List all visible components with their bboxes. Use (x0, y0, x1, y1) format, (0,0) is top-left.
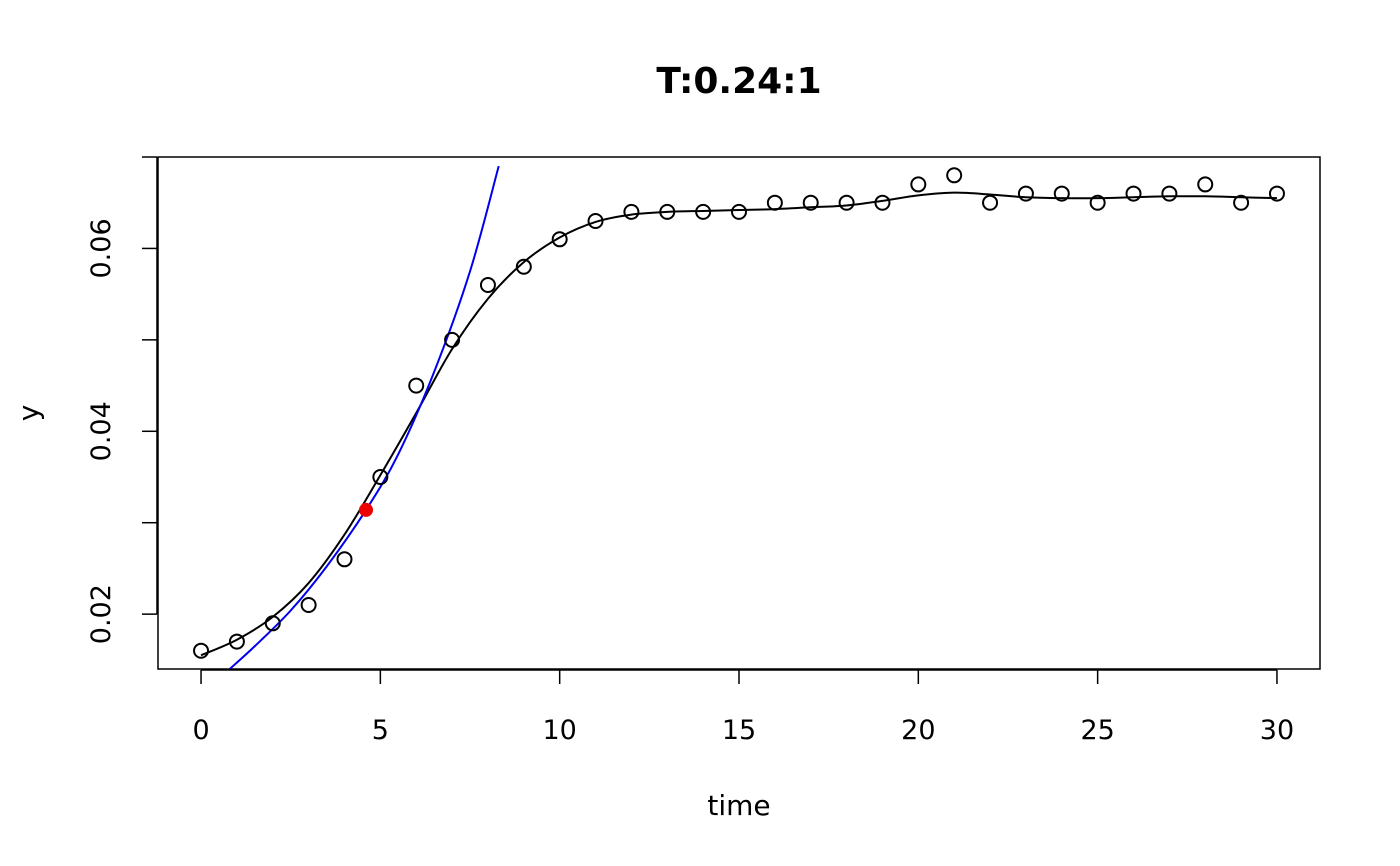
data-point (479, 277, 496, 293)
data-point (982, 194, 999, 211)
data-point (1197, 176, 1214, 193)
data-point (731, 203, 747, 220)
data-point (1125, 185, 1142, 202)
data-point (408, 377, 425, 394)
x-tick-label: 20 (901, 715, 935, 746)
data-point (766, 194, 783, 211)
chart-title: T:0.24:1 (656, 61, 821, 102)
y-axis-label: y (12, 405, 45, 422)
data-point (1233, 194, 1250, 211)
x-tick-label: 25 (1080, 715, 1114, 746)
series-layer (193, 165, 1285, 669)
data-point (228, 633, 245, 650)
spline-fit-line (200, 191, 1277, 657)
data-point (659, 203, 676, 220)
x-tick-label: 30 (1260, 715, 1294, 746)
y-tick-label: 0.02 (86, 584, 117, 644)
exponential-fit-line (229, 165, 500, 669)
max-growth-point (359, 502, 374, 517)
data-point (551, 231, 568, 248)
data-point (1268, 185, 1285, 202)
data-point (587, 213, 604, 229)
x-tick-label: 10 (542, 715, 576, 746)
x-tick-label: 0 (192, 715, 209, 746)
data-point (336, 551, 353, 568)
data-point (946, 167, 963, 184)
data-point (1089, 194, 1106, 211)
x-axis-label: time (707, 789, 770, 822)
x-axis: 0 5 10 15 20 25 30 (192, 669, 1294, 746)
data-point (623, 203, 640, 220)
data-point (910, 176, 927, 193)
y-axis: 0.02 0.04 0.06 (86, 156, 158, 644)
x-tick-label: 15 (722, 715, 756, 746)
data-point (802, 194, 819, 211)
data-point (1053, 185, 1070, 202)
plot-area (200, 165, 1277, 669)
data-point (695, 203, 712, 220)
data-point (1017, 185, 1034, 202)
data-point (838, 194, 855, 211)
data-point (193, 642, 210, 659)
plot-frame (157, 156, 1321, 670)
y-tick-label: 0.06 (86, 218, 117, 278)
x-tick-label: 5 (372, 715, 389, 746)
data-point (264, 615, 281, 632)
data-point (874, 194, 891, 211)
data-point (444, 331, 461, 348)
data-point (300, 597, 317, 613)
y-tick-label: 0.04 (86, 401, 117, 461)
data-point (1161, 185, 1178, 202)
data-point (515, 258, 532, 275)
data-point (372, 469, 389, 485)
